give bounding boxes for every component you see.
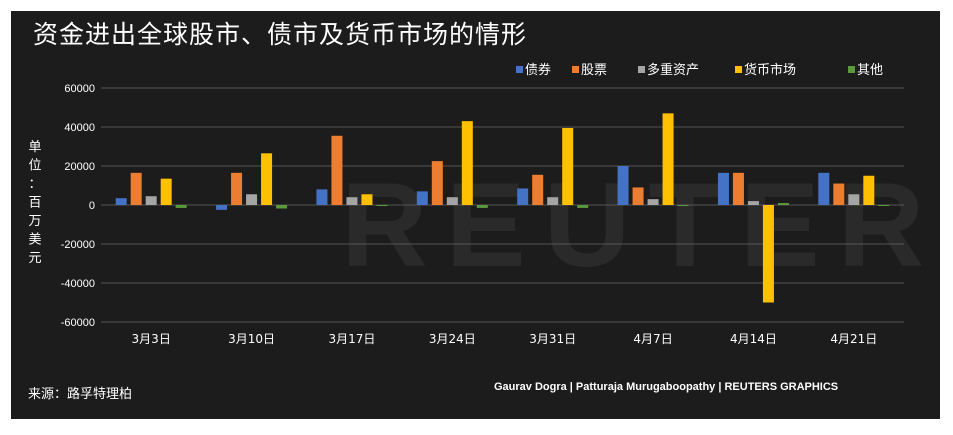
credits: Gaurav Dogra | Patturaja Murugaboopathy … xyxy=(494,381,839,393)
bar-4-3 xyxy=(562,127,574,205)
bar-2-2 xyxy=(346,197,358,205)
y-axis-label-char: 美 xyxy=(28,233,41,248)
x-category-label: 4月7日 xyxy=(633,332,672,346)
legend-label: 多重资产 xyxy=(647,62,699,78)
bar-1-4 xyxy=(276,205,288,209)
bar-7-0 xyxy=(818,172,830,205)
bar-4-0 xyxy=(517,188,529,205)
bar-7-1 xyxy=(833,183,845,205)
bar-1-0 xyxy=(216,205,228,210)
x-category-label: 3月24日 xyxy=(429,332,476,346)
bar-6-2 xyxy=(747,201,759,205)
legend-label: 债券 xyxy=(525,62,551,78)
x-category-label: 3月31日 xyxy=(529,332,576,346)
bar-5-3 xyxy=(662,113,674,205)
legend-swatch xyxy=(638,66,645,73)
x-category-label: 3月10日 xyxy=(228,332,275,346)
x-category-label: 3月3日 xyxy=(132,332,171,346)
y-axis-label-char: 百 xyxy=(28,196,41,211)
chart-svg: REUTERS 60000 40000 20000 0 -20000 -40000 -600… xyxy=(28,62,940,346)
y-axis-label-char: 元 xyxy=(28,251,41,266)
bar-5-2 xyxy=(647,199,659,205)
y-tick-label: -40000 xyxy=(61,278,95,290)
bar-7-3 xyxy=(863,175,875,205)
legend-label: 股票 xyxy=(581,63,607,78)
bar-7-4 xyxy=(878,205,890,206)
legend-label: 其他 xyxy=(857,63,883,78)
y-tick-label: -20000 xyxy=(61,239,95,251)
bar-0-0 xyxy=(115,198,127,205)
x-category-label: 3月17日 xyxy=(328,332,375,346)
bar-2-4 xyxy=(376,205,388,206)
bar-6-0 xyxy=(717,172,729,205)
legend-swatch xyxy=(516,66,523,73)
y-tick-label: 60000 xyxy=(64,83,95,95)
bar-1-1 xyxy=(231,172,243,205)
y-axis-label-char: 位 xyxy=(28,159,41,174)
bar-0-1 xyxy=(130,172,142,205)
y-tick-label: 40000 xyxy=(64,122,95,134)
bar-6-3 xyxy=(762,205,774,303)
bar-3-2 xyxy=(446,197,458,205)
bar-2-0 xyxy=(316,189,328,205)
bar-1-2 xyxy=(246,194,258,205)
bar-0-4 xyxy=(175,205,187,208)
bar-2-3 xyxy=(361,194,373,205)
watermark-layer: REUTERS xyxy=(341,158,940,292)
source-note: 来源：路孚特理柏 xyxy=(28,387,133,402)
bar-4-1 xyxy=(532,174,544,205)
bar-7-2 xyxy=(848,194,860,205)
legend-swatch xyxy=(572,66,579,73)
bar-3-4 xyxy=(476,205,488,208)
bar-0-2 xyxy=(145,196,157,205)
bar-5-4 xyxy=(677,205,689,206)
y-tick-label: 0 xyxy=(89,200,95,212)
y-tick-label: -60000 xyxy=(61,317,95,329)
chart-title: 资金进出全球股市、债市及货币市场的情形 xyxy=(33,20,528,49)
legend-swatch xyxy=(848,66,855,73)
bar-0-3 xyxy=(160,178,172,205)
bar-3-1 xyxy=(431,161,443,205)
bar-6-1 xyxy=(732,172,744,205)
y-axis-label-char: ： xyxy=(28,177,41,192)
legend-swatch xyxy=(735,66,742,73)
chart-panel: REUTERS 60000 40000 20000 0 -20000 -40000 -600… xyxy=(11,11,940,419)
x-category-label: 4月14日 xyxy=(730,332,777,346)
y-axis-label-char: 单 xyxy=(28,140,41,155)
axis-layer: 60000 40000 20000 0 -20000 -40000 -60000 3月3日 3月… xyxy=(61,83,878,346)
bar-3-3 xyxy=(461,121,473,205)
bar-2-1 xyxy=(331,135,343,205)
y-tick-label: 20000 xyxy=(64,161,95,173)
watermark-text: REUTERS xyxy=(341,158,940,292)
x-category-label: 4月21日 xyxy=(830,332,877,346)
legend: 债券 股票 多重资产 货币市场 其他 xyxy=(516,62,883,78)
bar-6-4 xyxy=(777,203,789,205)
bar-4-4 xyxy=(577,205,589,208)
bars-layer xyxy=(115,113,890,303)
bar-5-0 xyxy=(617,166,629,205)
bar-3-0 xyxy=(416,191,428,205)
legend-label: 货币市场 xyxy=(744,62,796,78)
bar-1-3 xyxy=(261,153,273,205)
y-axis-label-char: 万 xyxy=(28,214,41,229)
bar-5-1 xyxy=(632,187,644,205)
bar-4-2 xyxy=(547,197,559,205)
